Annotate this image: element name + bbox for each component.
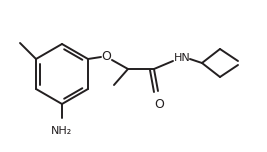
Text: O: O [154,98,164,111]
Text: NH₂: NH₂ [51,126,73,136]
Text: HN: HN [174,53,190,63]
Text: O: O [101,50,111,64]
